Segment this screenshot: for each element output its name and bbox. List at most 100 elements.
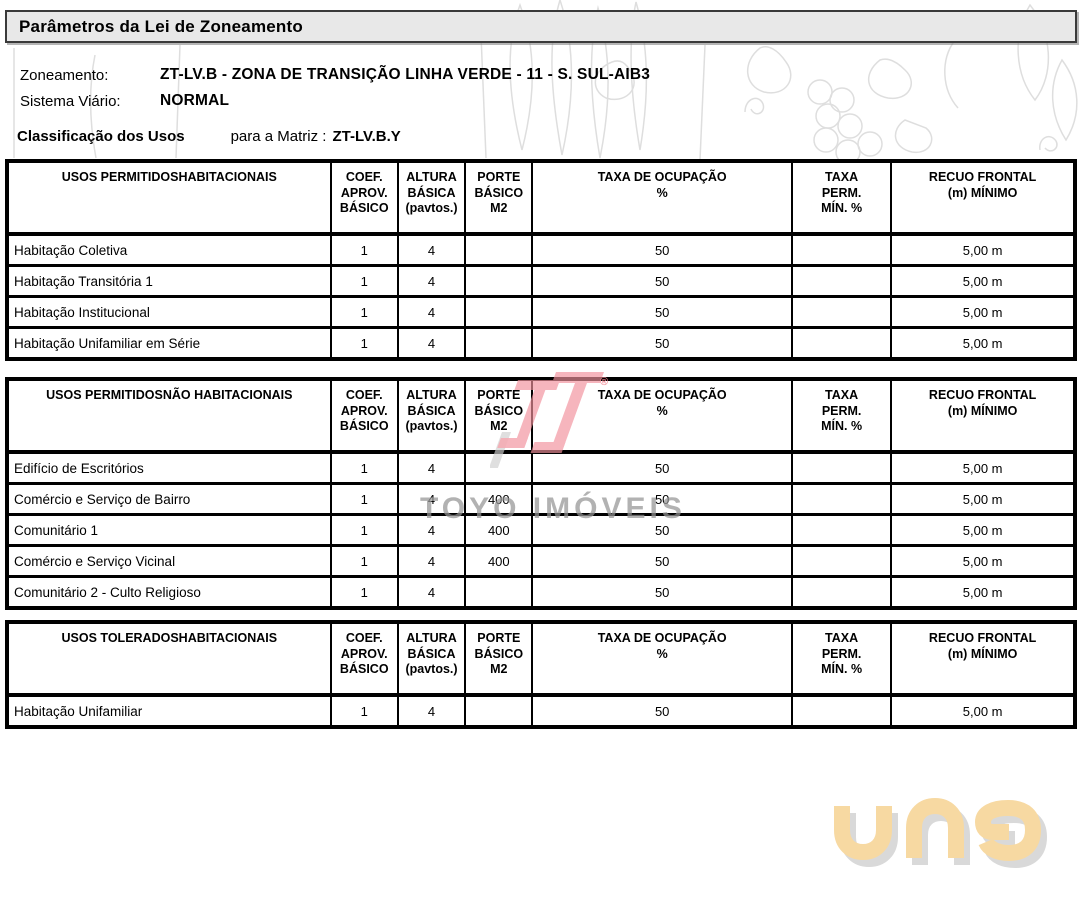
taxa-ocupacao-cell: 50 xyxy=(531,232,793,267)
taxa-perm-cell xyxy=(790,264,893,298)
altura-cell: 4 xyxy=(396,544,467,578)
col-taxa-ocupacao: TAXA DE OCUPAÇÃO % xyxy=(531,621,793,697)
table-row: Comunitário 2 - Culto Religioso 1 4 50 5… xyxy=(6,575,1076,610)
una-logo xyxy=(834,797,1048,869)
altura-cell: 4 xyxy=(396,693,467,729)
altura-cell: 4 xyxy=(396,482,467,516)
sistema-viario-row: Sistema Viário: NORMAL xyxy=(20,88,650,114)
taxa-perm-cell xyxy=(790,295,893,329)
taxa-ocupacao-cell: 50 xyxy=(531,450,793,485)
matriz-value: ZT-LV.B.Y xyxy=(332,127,401,145)
table-row: Habitação Coletiva 1 4 50 5,00 m xyxy=(6,232,1076,267)
recuo-cell: 5,00 m xyxy=(890,450,1076,485)
recuo-cell: 5,00 m xyxy=(890,232,1076,267)
table-row: Habitação Institucional 1 4 50 5,00 m xyxy=(6,295,1076,329)
page-title: Parâmetros da Lei de Zoneamento xyxy=(19,17,303,36)
taxa-perm-cell xyxy=(790,544,893,578)
uso-cell: Edifício de Escritórios xyxy=(6,450,332,485)
uso-cell: Habitação Coletiva xyxy=(6,232,332,267)
altura-cell: 4 xyxy=(396,295,467,329)
col-altura: ALTURA BÁSICA (pavtos.) xyxy=(396,621,467,697)
recuo-cell: 5,00 m xyxy=(890,326,1076,361)
title-bar: Parâmetros da Lei de Zoneamento xyxy=(5,10,1077,43)
porte-cell: 400 xyxy=(464,482,534,516)
sistema-viario-value: NORMAL xyxy=(160,92,230,109)
col-recuo: RECUO FRONTAL (m) MÍNIMO xyxy=(890,621,1076,697)
table-row: Edifício de Escritórios 1 4 50 5,00 m xyxy=(6,450,1076,485)
col-coef: COEF. APROV. BÁSICO xyxy=(329,378,399,454)
coef-cell: 1 xyxy=(329,575,399,610)
taxa-ocupacao-cell: 50 xyxy=(531,575,793,610)
col-taxa-perm: TAXA PERM. MÍN. % xyxy=(790,160,893,236)
col-taxa-ocupacao: TAXA DE OCUPAÇÃO % xyxy=(531,160,793,236)
coef-cell: 1 xyxy=(329,295,399,329)
porte-cell xyxy=(464,575,534,610)
taxa-perm-cell xyxy=(790,513,893,547)
zone-info: Zoneamento: ZT-LV.B - ZONA DE TRANSIÇÃO … xyxy=(20,62,650,114)
porte-cell: 400 xyxy=(464,544,534,578)
recuo-cell: 5,00 m xyxy=(890,264,1076,298)
taxa-perm-cell xyxy=(790,450,893,485)
taxa-perm-cell xyxy=(790,326,893,361)
classificacao-line: Classificação dos Usos para a Matriz : Z… xyxy=(17,126,401,146)
col-taxa-perm: TAXA PERM. MÍN. % xyxy=(790,378,893,454)
porte-cell xyxy=(464,232,534,267)
table-title-cell: USOS PERMITIDOSHABITACIONAIS xyxy=(6,160,332,236)
zoneamento-label: Zoneamento: xyxy=(20,66,109,84)
coef-cell: 1 xyxy=(329,513,399,547)
altura-cell: 4 xyxy=(396,326,467,361)
col-taxa-perm: TAXA PERM. MÍN. % xyxy=(790,621,893,697)
taxa-ocupacao-cell: 50 xyxy=(531,544,793,578)
porte-cell xyxy=(464,450,534,485)
taxa-perm-cell xyxy=(790,482,893,516)
taxa-perm-cell xyxy=(790,232,893,267)
table-row: Comunitário 1 1 4 400 50 5,00 m xyxy=(6,513,1076,547)
altura-cell: 4 xyxy=(396,513,467,547)
uso-cell: Habitação Institucional xyxy=(6,295,332,329)
porte-cell xyxy=(464,693,534,729)
col-porte: PORTE BÁSICO M2 xyxy=(464,378,534,454)
table-row: Comércio e Serviço de Bairro 1 4 400 50 … xyxy=(6,482,1076,516)
recuo-cell: 5,00 m xyxy=(890,482,1076,516)
uso-cell: Habitação Transitória 1 xyxy=(6,264,332,298)
coef-cell: 1 xyxy=(329,232,399,267)
coef-cell: 1 xyxy=(329,693,399,729)
table-row: Habitação Unifamiliar em Série 1 4 50 5,… xyxy=(6,326,1076,361)
recuo-cell: 5,00 m xyxy=(890,575,1076,610)
zoneamento-value: ZT-LV.B - ZONA DE TRANSIÇÃO LINHA VERDE … xyxy=(160,66,651,83)
altura-cell: 4 xyxy=(396,575,467,610)
recuo-cell: 5,00 m xyxy=(890,544,1076,578)
col-porte: PORTE BÁSICO M2 xyxy=(464,160,534,236)
porte-cell xyxy=(464,295,534,329)
permitted-residential-table: USOS PERMITIDOSHABITACIONAIS COEF. APROV… xyxy=(5,159,1077,361)
classificacao-label: Classificação dos Usos xyxy=(17,127,185,145)
uso-cell: Habitação Unifamiliar em Série xyxy=(6,326,332,361)
taxa-ocupacao-cell: 50 xyxy=(531,295,793,329)
coef-cell: 1 xyxy=(329,326,399,361)
uso-cell: Habitação Unifamiliar xyxy=(6,693,332,729)
coef-cell: 1 xyxy=(329,482,399,516)
uso-cell: Comércio e Serviço Vicinal xyxy=(6,544,332,578)
porte-cell: 400 xyxy=(464,513,534,547)
table-row: Habitação Transitória 1 1 4 50 5,00 m xyxy=(6,264,1076,298)
recuo-cell: 5,00 m xyxy=(890,513,1076,547)
sistema-viario-label: Sistema Viário: xyxy=(20,92,121,110)
coef-cell: 1 xyxy=(329,450,399,485)
matriz-label: para a Matriz : xyxy=(230,127,327,145)
recuo-cell: 5,00 m xyxy=(890,693,1076,729)
taxa-ocupacao-cell: 50 xyxy=(531,482,793,516)
porte-cell xyxy=(464,326,534,361)
coef-cell: 1 xyxy=(329,544,399,578)
uso-cell: Comunitário 1 xyxy=(6,513,332,547)
altura-cell: 4 xyxy=(396,232,467,267)
altura-cell: 4 xyxy=(396,450,467,485)
col-altura: ALTURA BÁSICA (pavtos.) xyxy=(396,160,467,236)
taxa-perm-cell xyxy=(790,575,893,610)
taxa-perm-cell xyxy=(790,693,893,729)
table-row: Habitação Unifamiliar 1 4 50 5,00 m xyxy=(6,693,1076,729)
table-header-row: USOS PERMITIDOSHABITACIONAIS COEF. APROV… xyxy=(6,160,1076,236)
col-recuo: RECUO FRONTAL (m) MÍNIMO xyxy=(890,378,1076,454)
taxa-ocupacao-cell: 50 xyxy=(531,513,793,547)
table-header-row: USOS TOLERADOSHABITACIONAIS COEF. APROV.… xyxy=(6,621,1076,697)
